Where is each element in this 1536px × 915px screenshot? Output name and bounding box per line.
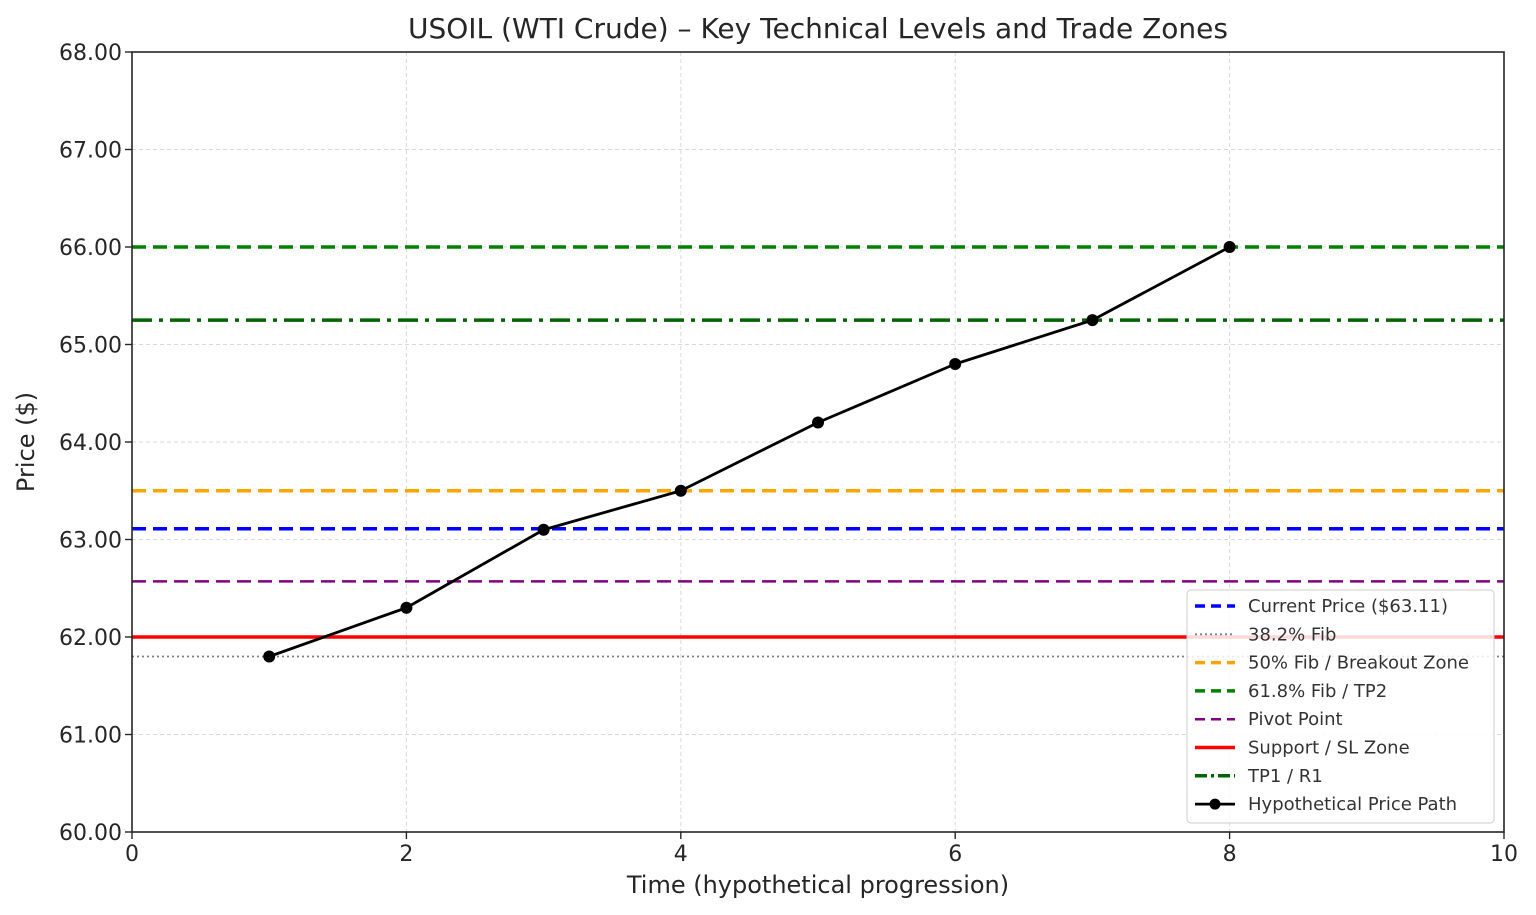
price-path-point bbox=[949, 358, 962, 370]
price-path-point bbox=[537, 523, 550, 536]
x-tick-label: 10 bbox=[1490, 842, 1518, 867]
legend-label: Current Price ($63.11) bbox=[1248, 596, 1448, 617]
y-tick-label: 68.00 bbox=[59, 41, 122, 66]
legend-box bbox=[1186, 589, 1495, 824]
legend-label: Pivot Point bbox=[1248, 709, 1343, 730]
legend-marker bbox=[1209, 798, 1221, 810]
legend-label: 50% Fib / Breakout Zone bbox=[1248, 653, 1469, 674]
legend-label: Hypothetical Price Path bbox=[1248, 794, 1457, 815]
x-tick-label: 0 bbox=[125, 842, 139, 867]
ticks: 0 2 4 6 8 10 60.00 61.00 62.00 63.00 64.00 65.00 66.… bbox=[59, 41, 1518, 867]
price-series bbox=[263, 241, 1236, 663]
y-axis-label: Price ($) bbox=[12, 392, 40, 492]
y-tick-label: 63.00 bbox=[59, 529, 122, 554]
legend-label: 38.2% Fib bbox=[1248, 624, 1336, 645]
y-tick-label: 62.00 bbox=[59, 626, 122, 651]
price-path-point bbox=[812, 416, 824, 429]
legend: Current Price ($63.11) 38.2% Fib 50% Fib /… bbox=[1186, 589, 1495, 824]
x-tick-label: 2 bbox=[399, 842, 413, 867]
y-tick-label: 66.00 bbox=[59, 236, 122, 261]
y-tick-label: 65.00 bbox=[59, 334, 122, 359]
y-tick-label: 67.00 bbox=[59, 139, 122, 164]
x-axis-label: Time (hypothetical progression) bbox=[626, 871, 1009, 899]
legend-label: 61.8% Fib / TP2 bbox=[1248, 681, 1387, 702]
chart-title: USOIL (WTI Crude) – Key Technical Levels… bbox=[408, 12, 1228, 45]
price-path-point bbox=[1223, 241, 1236, 253]
price-path-point bbox=[400, 601, 413, 614]
price-path-point bbox=[1086, 314, 1099, 327]
legend-label: TP1 / R1 bbox=[1247, 766, 1323, 787]
price-path-line bbox=[268, 245, 1231, 658]
x-tick-label: 8 bbox=[1223, 842, 1237, 867]
x-tick-label: 6 bbox=[948, 842, 962, 867]
price-path-point bbox=[674, 484, 687, 497]
legend-label: Support / SL Zone bbox=[1248, 738, 1410, 759]
y-tick-label: 64.00 bbox=[59, 431, 122, 456]
y-tick-label: 60.00 bbox=[59, 821, 122, 846]
y-tick-label: 61.00 bbox=[59, 724, 122, 749]
x-tick-label: 4 bbox=[674, 842, 688, 867]
price-path-point bbox=[263, 650, 276, 663]
